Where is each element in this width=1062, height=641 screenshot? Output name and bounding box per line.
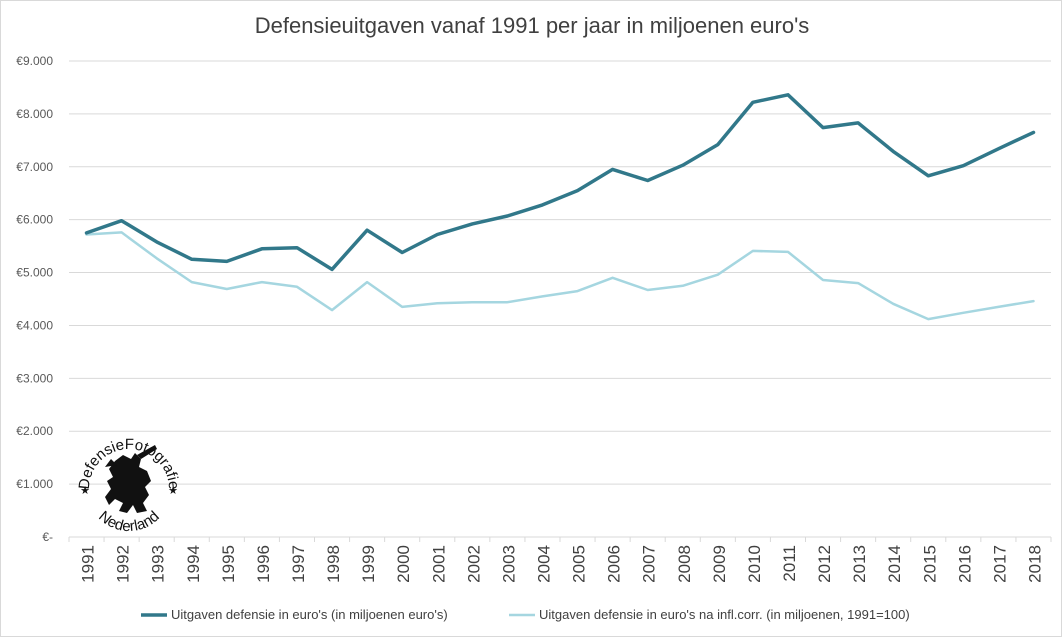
x-tick-label: 2010 (745, 545, 764, 583)
series-lines (84, 93, 1036, 321)
y-tick-label: €3.000 (16, 371, 53, 385)
x-tick-label: 2005 (570, 545, 589, 583)
legend-label-1: Uitgaven defensie in euro's (in miljoene… (171, 607, 448, 622)
x-tick-label: 1996 (254, 545, 273, 583)
x-tick-label: 2016 (955, 545, 974, 583)
x-tick-label: 2007 (640, 545, 659, 583)
y-tick-label: €9.000 (16, 54, 53, 68)
x-axis-ticks: 1991 1992 1993 1994 1995 1996 1997 1998 1999 2000… (68, 537, 1052, 583)
x-tick-label: 1999 (359, 545, 378, 583)
x-tick-label: 2017 (990, 545, 1009, 583)
x-tick-label: 2001 (429, 545, 448, 583)
chart-title: Defensieuitgaven vanaf 1991 per jaar in … (254, 13, 810, 38)
x-tick-label: 2009 (710, 545, 729, 583)
x-tick-label: 1994 (184, 545, 203, 583)
x-tick-label: 2002 (464, 545, 483, 583)
x-tick-label: 1992 (114, 545, 133, 583)
series-line-1 (84, 93, 1036, 272)
y-tick-label: €6.000 (16, 213, 53, 227)
x-tick-label: 2011 (780, 545, 799, 582)
lion-icon (105, 445, 157, 513)
series-line-2 (85, 231, 1035, 321)
x-tick-label: 2014 (885, 545, 904, 583)
y-tick-label: €- (42, 530, 53, 544)
x-tick-label: 2003 (499, 545, 518, 583)
x-tick-label: 1991 (79, 545, 98, 583)
x-tick-label: 2004 (534, 545, 553, 583)
legend: Uitgaven defensie in euro's (in miljoene… (141, 607, 910, 622)
watermark-logo: DefensieFotografie Nederland ★ ★ (76, 436, 182, 535)
star-icon: ★ (168, 485, 178, 497)
y-tick-label: €7.000 (16, 160, 53, 174)
x-tick-label: 2006 (605, 545, 624, 583)
y-tick-label: €4.000 (16, 318, 53, 332)
x-tick-label: 1997 (289, 545, 308, 583)
x-tick-label: 2013 (850, 545, 869, 583)
x-tick-label: 1998 (324, 545, 343, 583)
x-tick-label: 2012 (815, 545, 834, 583)
gridlines (69, 60, 1051, 538)
legend-label-2: Uitgaven defensie in euro's na infl.corr… (539, 607, 910, 622)
x-tick-label: 1995 (219, 545, 238, 583)
y-tick-label: €2.000 (16, 424, 53, 438)
x-tick-label: 1993 (149, 545, 168, 583)
watermark-bottom-text: Nederland (95, 508, 162, 535)
star-icon: ★ (80, 485, 90, 497)
x-tick-label: 2018 (1025, 545, 1044, 583)
x-tick-label: 2000 (394, 545, 413, 583)
x-tick-label: 2008 (675, 545, 694, 583)
y-tick-label: €5.000 (16, 266, 53, 280)
y-tick-label: €8.000 (16, 107, 53, 121)
y-axis-ticks: €- €1.000 €2.000 €3.000 €4.000 €5.000 €6.000 €7… (16, 54, 53, 544)
x-tick-label: 2015 (920, 545, 939, 583)
y-tick-label: €1.000 (16, 477, 53, 491)
